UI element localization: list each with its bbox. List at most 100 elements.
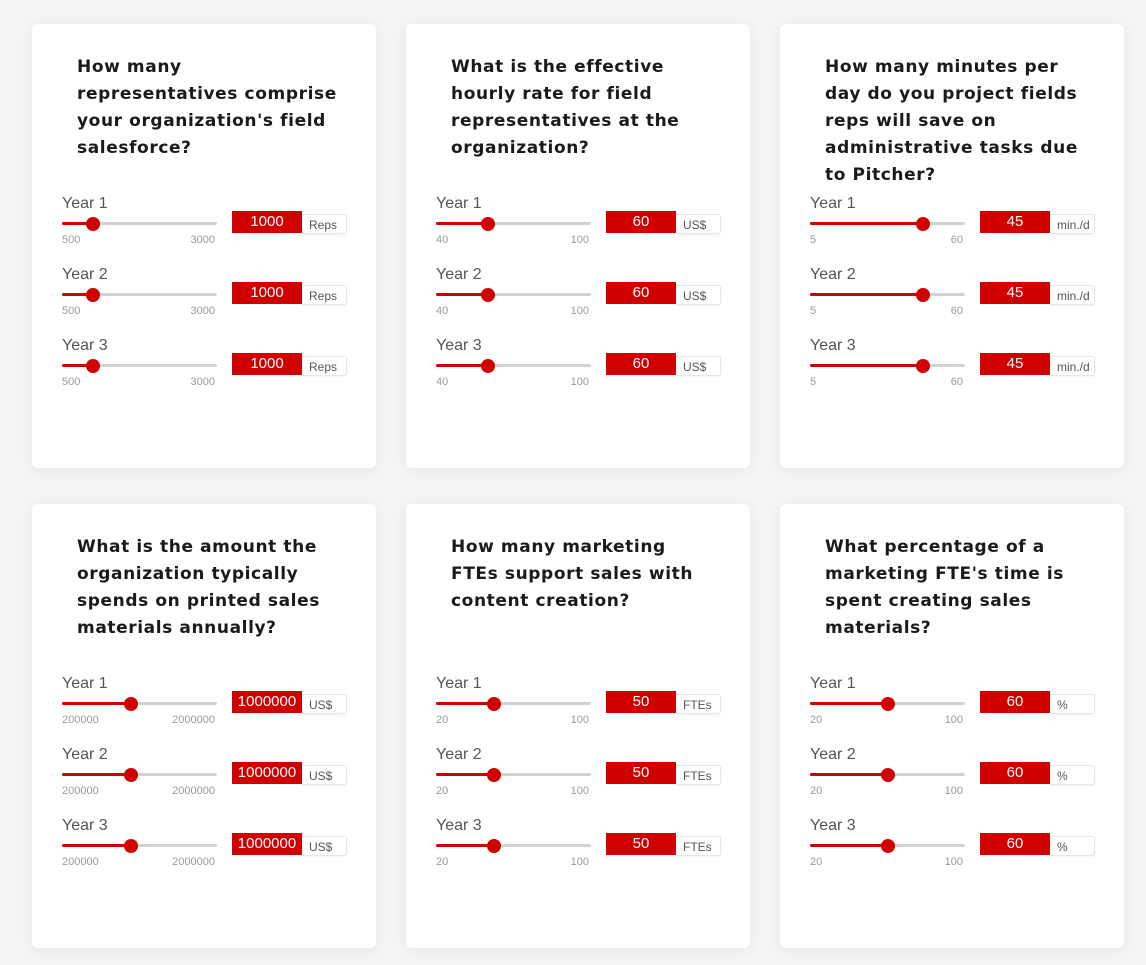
value-slider[interactable] (810, 288, 965, 302)
slider-max-label: 2000000 (172, 785, 215, 797)
year-row-3: Year 3 20 100 FTEs (436, 817, 726, 883)
slider-thumb[interactable] (123, 697, 138, 711)
slider-thumb[interactable] (123, 839, 138, 853)
value-slider[interactable] (810, 839, 965, 853)
value-input[interactable] (232, 691, 302, 713)
slider-thumb[interactable] (487, 697, 502, 711)
slider-min-label: 20 (810, 714, 823, 726)
slider-track[interactable] (436, 702, 591, 705)
slider-thumb[interactable] (487, 768, 502, 782)
slider-track[interactable] (436, 844, 591, 847)
value-input[interactable] (232, 833, 302, 855)
slider-min-label: 40 (436, 234, 449, 246)
value-slider[interactable] (810, 697, 965, 711)
slider-max-label: 60 (950, 234, 963, 246)
slider-fill (810, 364, 923, 367)
slider-thumb[interactable] (915, 288, 930, 302)
year-row-3: Year 3 200000 2000000 US$ (62, 817, 352, 883)
value-input[interactable] (606, 691, 676, 713)
slider-thumb[interactable] (86, 359, 100, 373)
year-label: Year 3 (810, 337, 856, 354)
value-slider[interactable] (810, 217, 965, 231)
value-input[interactable] (980, 762, 1050, 784)
year-label: Year 1 (62, 195, 108, 212)
value-slider[interactable] (810, 768, 965, 782)
slider-track[interactable] (62, 222, 217, 225)
slider-track[interactable] (62, 293, 217, 296)
value-input[interactable] (606, 211, 676, 233)
value-input[interactable] (606, 833, 676, 855)
value-input[interactable] (232, 211, 302, 233)
slider-track[interactable] (62, 702, 217, 705)
slider-fill (436, 364, 488, 367)
year-label: Year 3 (436, 337, 482, 354)
value-input[interactable] (232, 353, 302, 375)
slider-max-label: 3000 (190, 305, 215, 317)
slider-min-label: 5 (810, 376, 817, 388)
value-input[interactable] (232, 762, 302, 784)
value-slider[interactable] (810, 359, 965, 373)
slider-max-label: 100 (944, 714, 963, 726)
value-slider[interactable] (62, 288, 217, 302)
year-row-2: Year 2 20 100% (810, 746, 1100, 812)
slider-thumb[interactable] (880, 697, 895, 711)
slider-max-label: 100 (570, 305, 589, 317)
value-input[interactable] (606, 762, 676, 784)
slider-thumb[interactable] (480, 288, 495, 302)
unit-label: US$ (302, 836, 347, 856)
value-input[interactable] (606, 282, 676, 304)
value-input[interactable] (980, 691, 1050, 713)
slider-max-label: 3000 (190, 376, 215, 388)
value-input[interactable] (606, 353, 676, 375)
year-row-1: Year 1 500 3000 Reps (62, 195, 352, 261)
slider-min-label: 20 (436, 785, 449, 797)
slider-thumb[interactable] (915, 217, 930, 231)
slider-thumb[interactable] (86, 288, 100, 302)
slider-max-label: 2000000 (172, 714, 215, 726)
slider-track[interactable] (436, 222, 591, 225)
value-slider[interactable] (436, 217, 591, 231)
slider-track[interactable] (62, 844, 217, 847)
slider-fill (62, 773, 131, 776)
slider-track[interactable] (436, 773, 591, 776)
slider-thumb[interactable] (880, 768, 895, 782)
slider-min-label: 500 (62, 376, 81, 388)
slider-min-label: 20 (436, 856, 449, 868)
question-text: What is the amount the organization typi… (77, 537, 320, 638)
slider-track[interactable] (436, 293, 591, 296)
slider-track[interactable] (62, 364, 217, 367)
slider-thumb[interactable] (123, 768, 138, 782)
slider-thumb[interactable] (480, 359, 495, 373)
value-slider[interactable] (436, 288, 591, 302)
slider-thumb[interactable] (487, 839, 502, 853)
slider-track[interactable] (62, 773, 217, 776)
unit-label: min./d (1050, 214, 1095, 234)
slider-fill (62, 293, 93, 296)
value-input[interactable] (980, 833, 1050, 855)
value-slider[interactable] (436, 839, 591, 853)
value-input[interactable] (980, 353, 1050, 375)
value-input[interactable] (980, 211, 1050, 233)
value-slider[interactable] (62, 839, 217, 853)
slider-min-label: 500 (62, 234, 81, 246)
value-slider[interactable] (62, 697, 217, 711)
slider-thumb[interactable] (480, 217, 495, 231)
slider-thumb[interactable] (880, 839, 895, 853)
value-input[interactable] (232, 282, 302, 304)
unit-label: US$ (676, 285, 721, 305)
value-slider[interactable] (436, 768, 591, 782)
value-slider[interactable] (62, 768, 217, 782)
slider-track[interactable] (436, 364, 591, 367)
slider-thumb[interactable] (86, 217, 100, 231)
slider-thumb[interactable] (915, 359, 930, 373)
value-slider[interactable] (436, 359, 591, 373)
unit-label: % (1050, 836, 1095, 856)
value-slider[interactable] (62, 217, 217, 231)
year-row-2: Year 2 20 100 FTEs (436, 746, 726, 812)
year-label: Year 1 (436, 675, 482, 692)
question-card-minutes-saved: How many minutes per day do you project … (780, 24, 1124, 468)
value-input[interactable] (980, 282, 1050, 304)
value-slider[interactable] (62, 359, 217, 373)
year-row-1: Year 1 20 100 FTEs (436, 675, 726, 741)
value-slider[interactable] (436, 697, 591, 711)
